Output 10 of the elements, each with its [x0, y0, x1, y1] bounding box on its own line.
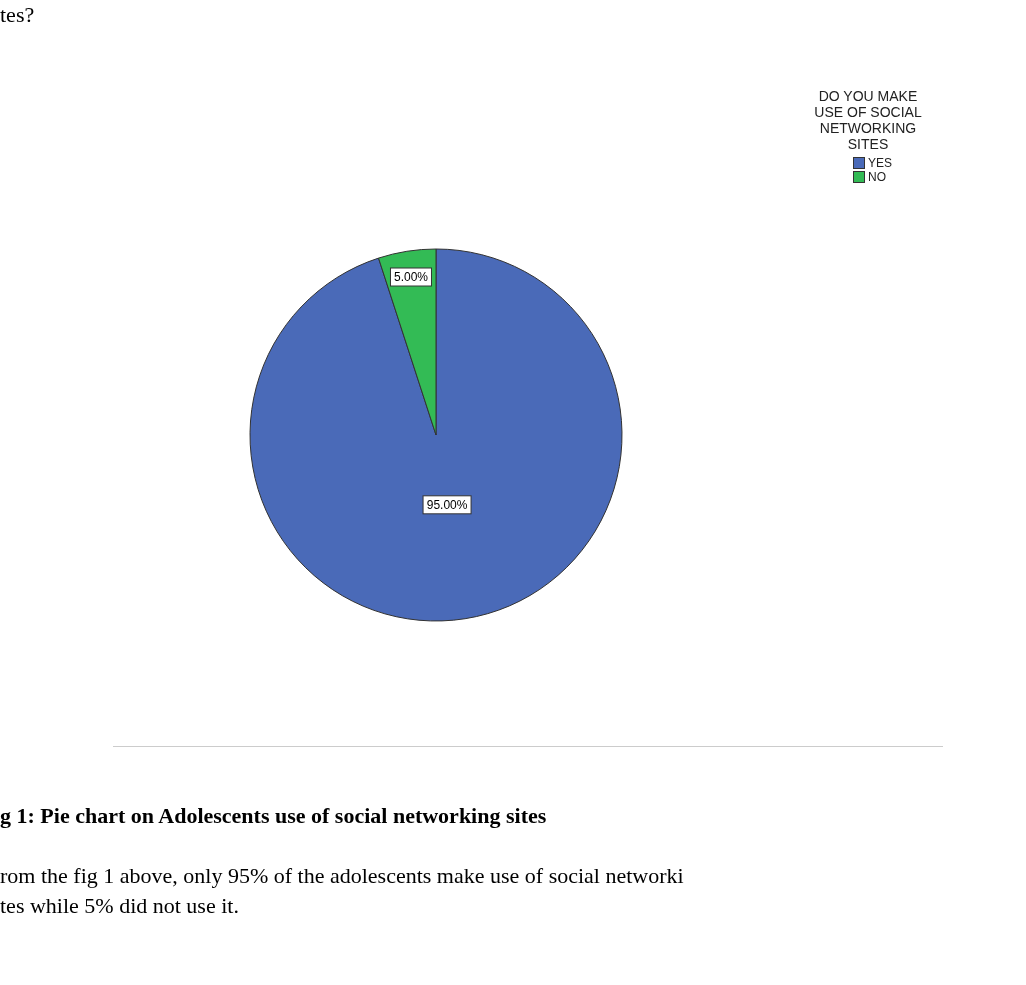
- legend-title: DO YOU MAKE USE OF SOCIAL NETWORKING SITES: [813, 88, 923, 152]
- data-label: 5.00%: [393, 270, 429, 285]
- pie-slice: [249, 248, 623, 622]
- text: tes?: [0, 2, 35, 28]
- legend-label: YES: [867, 156, 893, 170]
- text: tes while 5% did not use it.: [0, 893, 239, 919]
- text: rom the fig 1 above, only 95% of the adolescents make use of social networki: [0, 863, 684, 889]
- text: g 1: Pie chart on Adolescents use of social networking sites: [0, 803, 547, 829]
- data-label: 95.00%: [426, 497, 468, 512]
- legend-label: NO: [867, 170, 887, 184]
